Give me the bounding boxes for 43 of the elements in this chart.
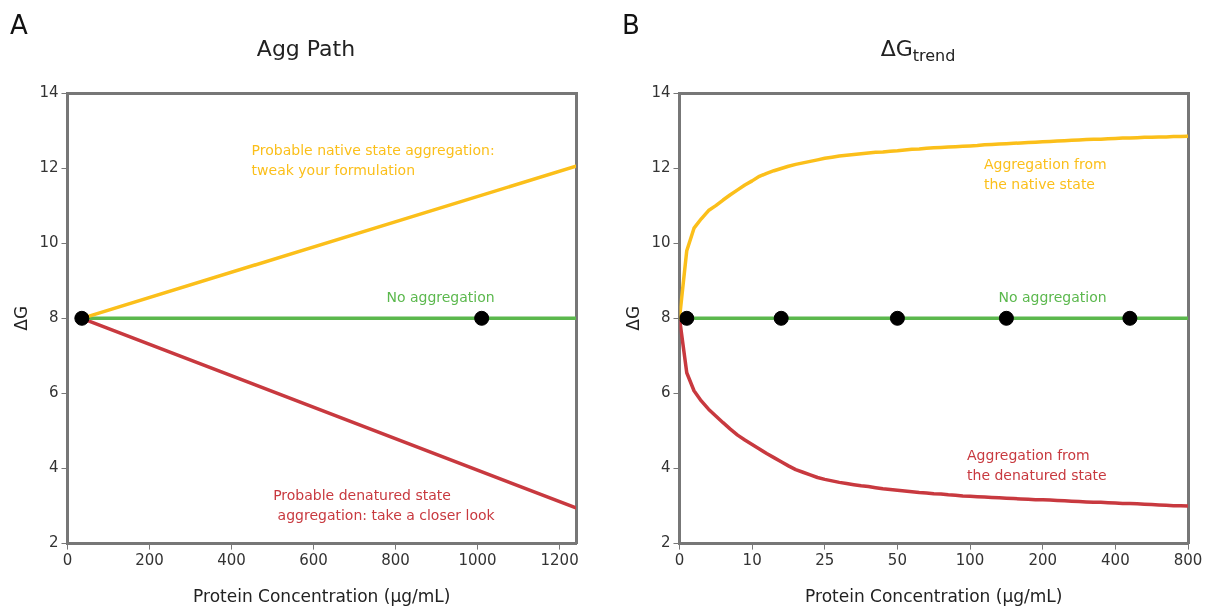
y-axis-title: ΔG	[622, 305, 643, 331]
y-tick-label: 14	[651, 82, 671, 101]
chart-title: Agg Path	[256, 36, 356, 61]
x-tick-label: 10	[742, 551, 762, 570]
x-tick-label: 100	[955, 551, 985, 570]
y-tick-label: 4	[660, 458, 671, 477]
x-tick-label: 0	[62, 551, 73, 570]
y-tick-label: 14	[39, 82, 59, 101]
text: A	[10, 9, 28, 40]
x-tick-label: 600	[299, 551, 328, 570]
text: B	[622, 9, 640, 40]
y-tick-label: 8	[660, 308, 671, 327]
y-axis-title: ΔG	[10, 305, 31, 331]
y-tick-label: 2	[660, 533, 671, 552]
y-tick-label: 4	[48, 458, 59, 477]
x-tick-label: 1200	[540, 551, 579, 570]
x-tick-label: 1000	[458, 551, 497, 570]
series-label: No aggregation	[386, 288, 495, 305]
x-tick-label: 0	[674, 551, 685, 570]
series-label: Probable native state aggregation: tweak your formulation	[251, 141, 495, 178]
y-tick-label: 2	[48, 533, 59, 552]
series-label: Aggregation from the native state	[983, 155, 1107, 192]
x-axis-title: Protein Concentration (µg/mL)	[805, 586, 1063, 607]
y-tick-label: 8	[48, 308, 59, 327]
x-axis-title: Protein Concentration (µg/mL)	[193, 586, 451, 607]
series-label: Probable denatured state aggregation: take a closer look	[273, 487, 496, 524]
series-label: Aggregation from the denatured state	[967, 446, 1107, 483]
chart-title: ΔG$_{trend}$	[880, 36, 956, 66]
x-tick-label: 800	[381, 551, 410, 570]
x-tick-label: 200	[135, 551, 164, 570]
y-tick-label: 6	[660, 383, 671, 402]
y-tick-label: 12	[651, 157, 671, 176]
y-tick-label: 6	[48, 383, 59, 402]
x-tick-label: 400	[217, 551, 246, 570]
series-label: No aggregation	[998, 288, 1107, 305]
y-tick-label: 10	[39, 233, 59, 252]
x-tick-label: 200	[1028, 551, 1058, 570]
x-tick-label: 800	[1173, 551, 1203, 570]
y-tick-label: 12	[39, 157, 59, 176]
x-tick-label: 25	[815, 551, 835, 570]
x-tick-label: 50	[887, 551, 907, 570]
x-tick-label: 400	[1101, 551, 1130, 570]
y-tick-label: 10	[651, 233, 671, 252]
